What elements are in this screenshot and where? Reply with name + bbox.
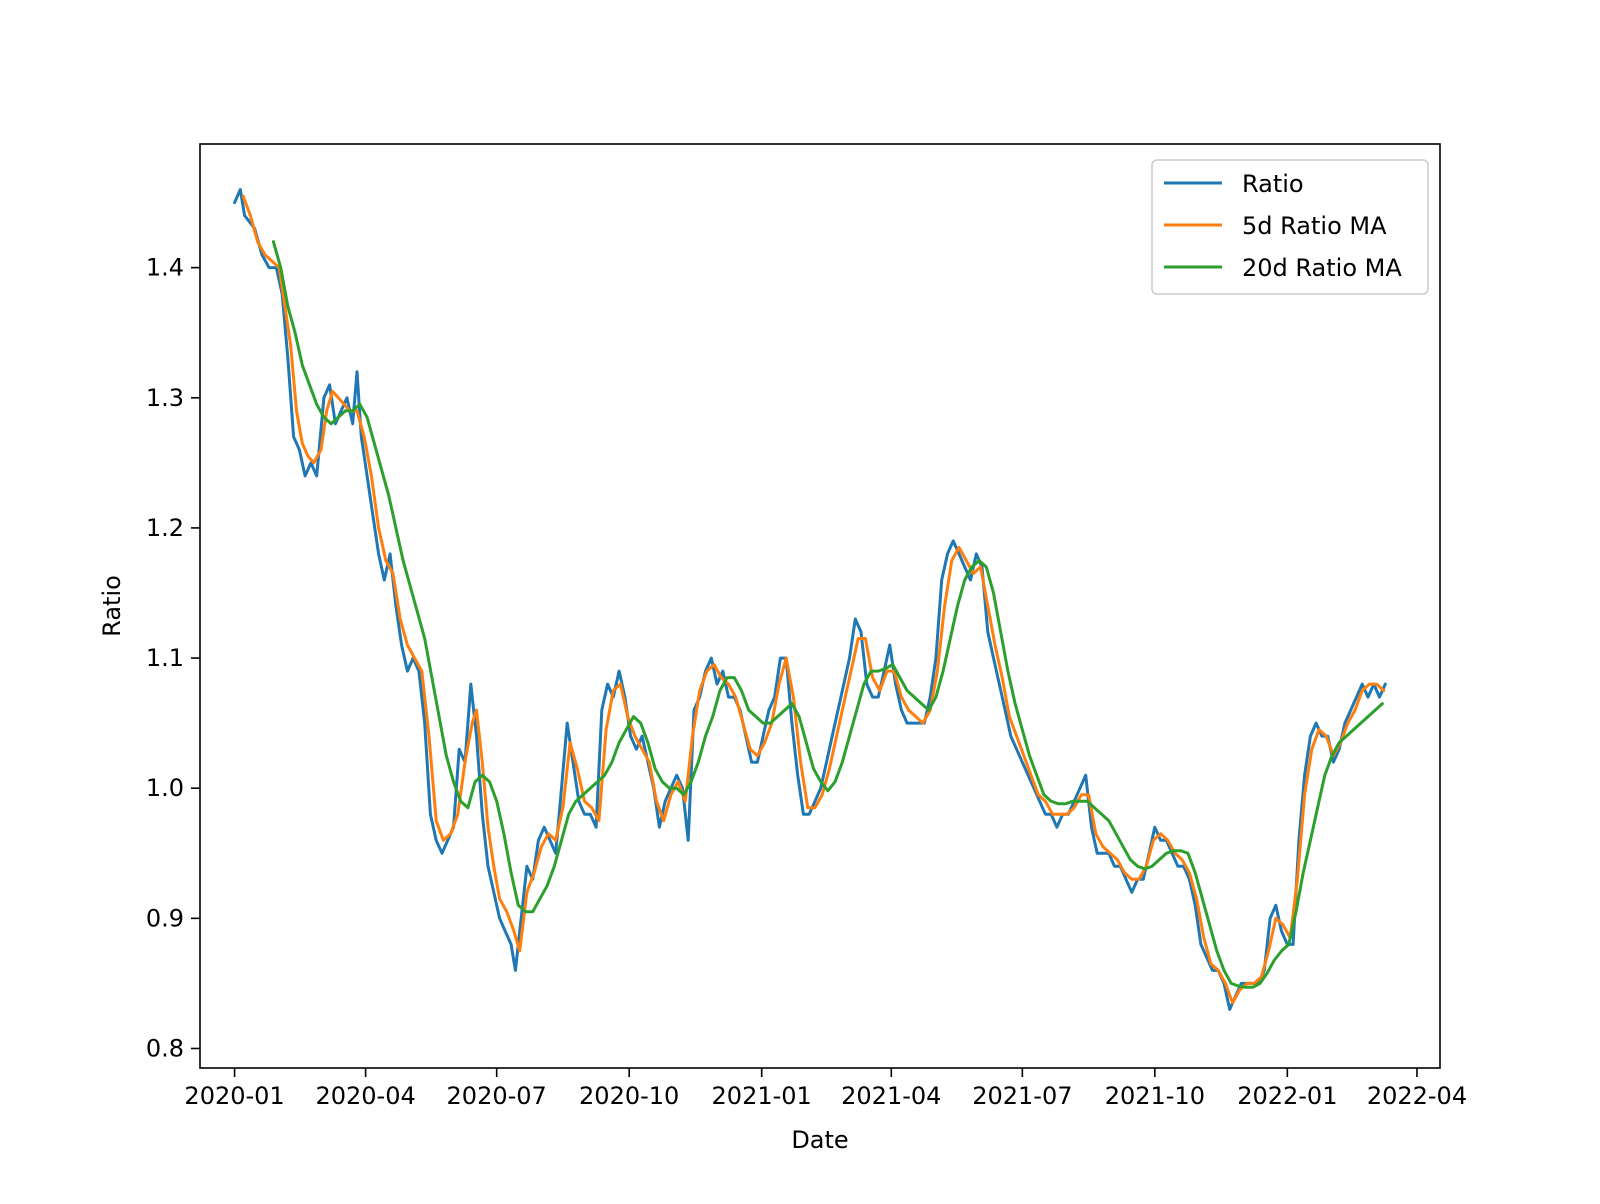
y-tick-label: 1.1 xyxy=(146,644,184,672)
y-tick-label: 1.2 xyxy=(146,514,184,542)
y-tick-label: 1.0 xyxy=(146,774,184,802)
series-layer xyxy=(233,188,1387,1011)
legend-label-2: 5d Ratio MA xyxy=(1242,212,1387,240)
x-tick-label: 2021-07 xyxy=(972,1082,1072,1110)
y-tick-label: 0.8 xyxy=(146,1034,184,1062)
y-tick-label: 1.4 xyxy=(146,254,184,282)
x-tick-label: 2020-10 xyxy=(579,1082,679,1110)
x-tick-label: 2020-07 xyxy=(447,1082,547,1110)
y-axis-ticks: 0.8 0.9 1.0 1.1 1.2 1.3 1.4 xyxy=(146,254,200,1062)
x-tick-label: 2021-01 xyxy=(712,1082,812,1110)
x-tick-label: 2021-10 xyxy=(1105,1082,1205,1110)
y-tick-label: 0.9 xyxy=(146,904,184,932)
legend: Ratio 5d Ratio MA 20d Ratio MA xyxy=(1151,159,1429,295)
legend-label-3: 20d Ratio MA xyxy=(1242,254,1402,282)
x-tick-label: 2022-04 xyxy=(1367,1082,1467,1110)
y-tick-label: 1.3 xyxy=(146,384,184,412)
x-axis-ticks: 2020-01 2020-04 2020-07 2020-10 2021-01 2021-… xyxy=(184,1068,1467,1110)
x-tick-label: 2020-04 xyxy=(315,1082,415,1110)
x-tick-label: 2020-01 xyxy=(184,1082,284,1110)
legend-label-1: Ratio xyxy=(1242,170,1304,198)
x-tick-label: 2021-04 xyxy=(841,1082,941,1110)
plot-frame xyxy=(199,143,1441,1069)
series-line-2 xyxy=(241,194,1386,1005)
x-axis-label: Date xyxy=(791,1126,848,1154)
legend-box xyxy=(1151,159,1429,295)
x-tick-label: 2022-01 xyxy=(1237,1082,1337,1110)
y-axis-label: Ratio xyxy=(98,575,126,637)
series-line-3 xyxy=(271,240,1384,989)
